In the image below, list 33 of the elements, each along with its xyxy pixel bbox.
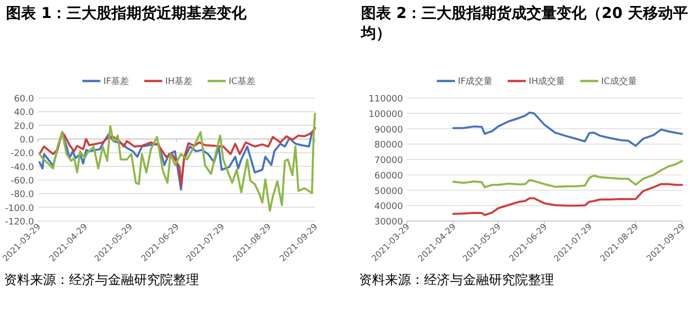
y-tick-label: -100.0 xyxy=(4,204,34,214)
line-series xyxy=(38,112,316,212)
y-tick-label: 30000 xyxy=(374,218,404,228)
y-tick-label: -60.0 xyxy=(10,176,34,186)
y-tick-label: -80.0 xyxy=(10,190,34,200)
legend-label: IF成交量 xyxy=(458,76,493,88)
y-tick-label: -40.0 xyxy=(10,162,34,173)
chart-title: 图表 1：三大股指期货近期基差变化 xyxy=(6,4,248,22)
y-tick-label: 20.0 xyxy=(14,122,34,132)
legend-label: IF基差 xyxy=(103,76,130,88)
line-series xyxy=(452,112,683,147)
legend-label: IH成交量 xyxy=(528,76,566,88)
legend-label: IC基差 xyxy=(228,76,256,88)
y-tick-label: 100000 xyxy=(368,110,404,120)
legend-label: IC成交量 xyxy=(601,76,638,88)
y-tick-label: 40.0 xyxy=(14,108,34,118)
y-tick-label: 60000 xyxy=(374,171,404,182)
y-tick-label: -20.0 xyxy=(10,149,34,160)
y-tick-label: 70000 xyxy=(374,156,404,166)
line-series xyxy=(452,183,683,216)
y-tick-label: 40000 xyxy=(374,202,404,212)
text: 资料来源：经济与金融研究院整理 xyxy=(359,273,554,288)
legend-label: IH基差 xyxy=(165,76,193,88)
text: 资料来源：经济与金融研究院整理 xyxy=(4,273,199,288)
y-tick-label: 80000 xyxy=(374,140,404,151)
y-tick-label: 60.0 xyxy=(14,94,34,104)
y-tick-label: 110000 xyxy=(368,94,404,104)
line-series xyxy=(452,160,683,188)
y-tick-label: -120.0 xyxy=(4,218,34,228)
chart-title: 图表 2：三大股指期货成交量变化（20 天移动平均） xyxy=(360,4,688,42)
y-tick-label: 90000 xyxy=(374,125,404,136)
y-tick-label: 50000 xyxy=(374,186,404,197)
y-tick-label: 0.0 xyxy=(20,136,34,146)
